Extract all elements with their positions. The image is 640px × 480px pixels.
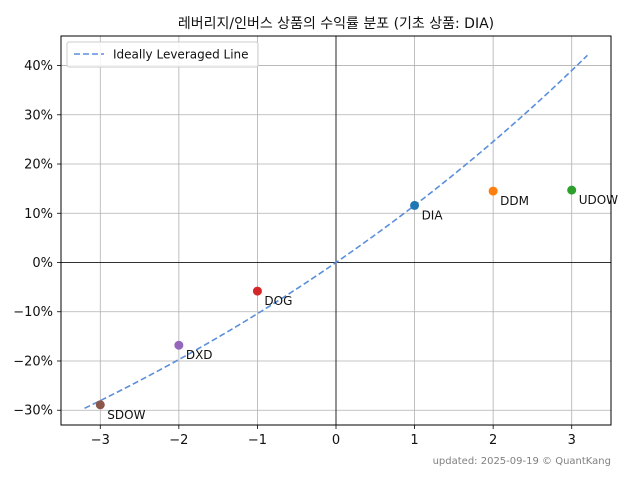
x-tick-label: 3 [568, 433, 576, 448]
data-point-udow [567, 185, 577, 195]
y-tick-label: 20% [24, 158, 53, 173]
y-tick-label: −30% [13, 404, 53, 419]
data-point-dog [252, 286, 262, 296]
data-point-dxd [174, 340, 184, 350]
data-label-dog: DOG [264, 294, 292, 308]
data-label-sdow: SDOW [107, 408, 145, 422]
legend-label: Ideally Leveraged Line [113, 48, 249, 62]
x-tick-label: −3 [91, 433, 110, 448]
legend: Ideally Leveraged Line [66, 41, 259, 68]
y-tick-label: 10% [24, 207, 53, 222]
x-tick-label: 0 [332, 433, 340, 448]
data-label-ddm: DDM [500, 194, 529, 208]
data-point-ddm [488, 186, 498, 196]
axes [60, 35, 612, 426]
ticks: −3 −2 −1 0 1 2 3 −30% −20% −10% 0% 10% 20% 30% 40% [13, 59, 576, 448]
x-tick-label: −2 [169, 433, 188, 448]
y-tick-label: 0% [32, 256, 53, 271]
x-tick-label: 1 [410, 433, 418, 448]
data-point-dia [410, 200, 420, 210]
y-tick-label: 30% [24, 108, 53, 123]
y-tick-label: −10% [13, 305, 53, 320]
data-label-udow: UDOW [579, 193, 618, 207]
ideally-leveraged-line [84, 54, 588, 410]
data-label-dxd: DXD [186, 348, 213, 362]
footer-text: updated: 2025-09-19 © QuantKang [433, 456, 611, 467]
data-label-dia: DIA [422, 208, 444, 222]
legend-box [66, 41, 259, 68]
y-tick-label: −20% [13, 354, 53, 369]
y-tick-label: 40% [24, 59, 53, 74]
line-layer [84, 54, 588, 410]
chart-title: 레버리지/인버스 상품의 수익률 분포 (기초 상품: DIA) [178, 16, 494, 32]
x-tick-label: 2 [489, 433, 497, 448]
data-point-sdow [95, 400, 105, 410]
points-layer: SDOW DXD DOG DIA DDM UDOW [95, 185, 618, 422]
x-tick-label: −1 [248, 433, 267, 448]
